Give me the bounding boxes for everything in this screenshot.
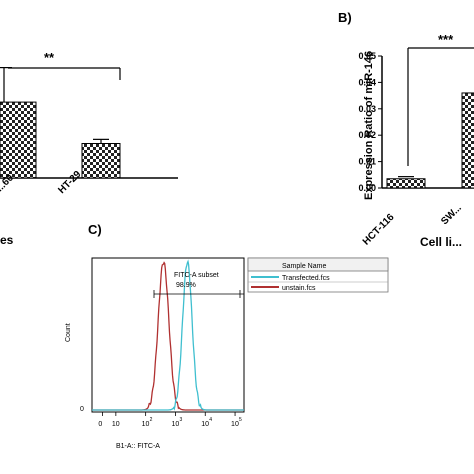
panel-b-x-label: Cell li... bbox=[420, 235, 462, 249]
panel-c-plot-frame bbox=[91, 257, 245, 413]
panel-c-legend-entry-2: unstain.fcs bbox=[282, 285, 316, 292]
panel-c-legend: Sample Name Transfected.fcs unstain.fcs bbox=[247, 257, 389, 293]
panel-c-x-tick-exponent-5: 5 bbox=[239, 417, 242, 423]
panel-b-tick-label-1: HCT-116 bbox=[361, 212, 397, 248]
panel-b-tick-label-2: SW... bbox=[439, 202, 464, 227]
panel-a-bar-2 bbox=[81, 143, 121, 179]
panel-b-y-tick-label-3: 0.03 bbox=[358, 104, 376, 114]
panel-c-x-tick-exponent-2: 2 bbox=[150, 417, 153, 423]
panel-c-x-tick-exponent-3: 3 bbox=[179, 417, 182, 423]
panel-b-y-tick-label-5: 0.05 bbox=[358, 51, 376, 61]
panel-a: ** ...60 HT-29 ...es bbox=[0, 50, 178, 247]
panel-c-y-tick-zero: 0 bbox=[80, 406, 84, 413]
panel-a-significance: ** bbox=[44, 50, 55, 65]
panel-c-x-tick-label-0: 0 bbox=[98, 421, 102, 428]
panel-a-x-label: ...es bbox=[0, 233, 14, 247]
panel-c-label: C) bbox=[88, 222, 102, 237]
panel-c-legend-header-bg bbox=[247, 257, 389, 272]
panel-a-bar-1 bbox=[0, 101, 37, 179]
panel-c-x-tick-label-3: 10 bbox=[171, 421, 179, 428]
panel-a-tick-label-2: HT-29 bbox=[56, 169, 83, 196]
panel-b-bar-2 bbox=[461, 92, 474, 189]
panel-c-gate-percent: 98.9% bbox=[176, 282, 196, 289]
panel-b-y-tick-label-4: 0.04 bbox=[358, 77, 376, 87]
panel-b-significance: *** bbox=[438, 32, 454, 47]
panel-b: B) Expression Ratio of miR-146 0.00 0.01 0… bbox=[338, 10, 474, 249]
panel-c-x-tick-label-4: 10 bbox=[201, 421, 209, 428]
panel-c-x-label: B1-A:: FITC-A bbox=[116, 443, 160, 450]
panel-b-y-tick-label-1: 0.01 bbox=[358, 157, 376, 167]
panel-c-histogram-1 bbox=[92, 261, 244, 411]
panel-c-x-tick-label-2: 10 bbox=[142, 421, 150, 428]
panel-c-gate-label: FITC-A subset bbox=[174, 272, 219, 279]
panel-b-y-tick-label-0: 0.00 bbox=[358, 183, 376, 193]
panel-b-bar-1 bbox=[386, 178, 426, 189]
panel-c-x-tick-exponent-4: 4 bbox=[209, 417, 212, 423]
panel-b-label: B) bbox=[338, 10, 352, 25]
panel-b-y-label: Expression Ratio of miR-146 bbox=[363, 51, 375, 200]
panel-b-y-tick-label-2: 0.02 bbox=[358, 130, 376, 140]
panel-c-x-tick-label-5: 10 bbox=[231, 421, 239, 428]
panel-c-legend-header: Sample Name bbox=[282, 263, 326, 270]
panel-c-legend-entry-1: Transfected.fcs bbox=[282, 275, 330, 282]
panel-c-y-label: Count bbox=[65, 323, 72, 342]
panel-c-histogram-2 bbox=[92, 259, 244, 411]
panel-c-x-tick-label-1: 10 bbox=[112, 421, 120, 428]
